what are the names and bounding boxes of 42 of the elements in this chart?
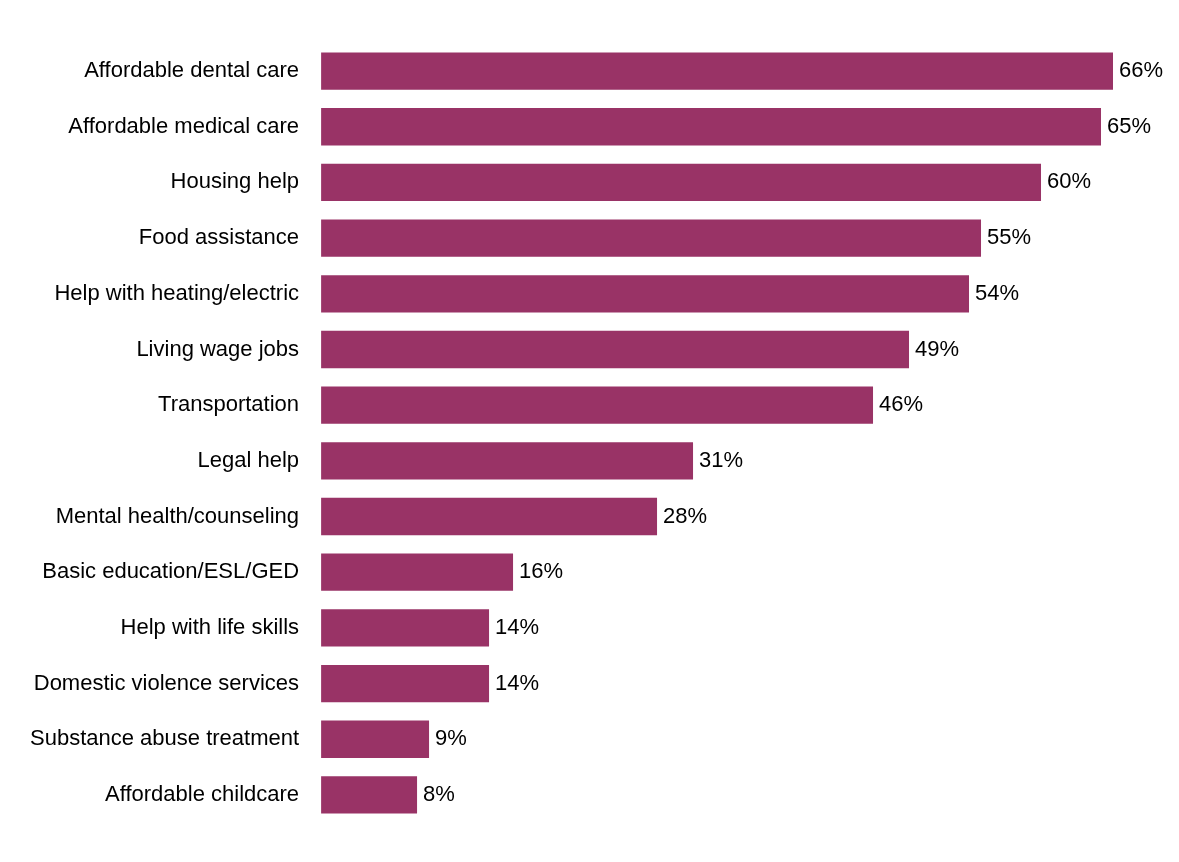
bar: [321, 609, 490, 647]
bar: [321, 664, 490, 703]
bar: [321, 330, 910, 369]
y-tick-label: Basic education/ESL/GED: [42, 558, 300, 584]
y-tick-label: Affordable childcare: [105, 781, 300, 807]
y-tick-label: Affordable dental care: [84, 57, 300, 83]
bar: [321, 163, 1042, 202]
data-label: 14%: [495, 669, 540, 695]
bar: [321, 52, 1113, 90]
data-label: 31%: [699, 446, 744, 472]
data-label: 49%: [915, 335, 960, 361]
y-tick-label: Help with life skills: [120, 613, 300, 639]
bar: [321, 497, 658, 536]
bar: [321, 108, 1101, 146]
y-tick-label: Transportation: [158, 391, 300, 417]
data-label: 16%: [519, 558, 564, 584]
y-tick-label: Help with heating/electric: [54, 279, 300, 305]
bar: [321, 776, 418, 814]
bar: [321, 275, 970, 313]
data-label: 54%: [975, 279, 1020, 305]
y-tick-label: Mental health/counseling: [55, 502, 300, 528]
data-label: 46%: [879, 391, 924, 417]
bar: [321, 553, 514, 591]
y-tick-label: Domestic violence services: [33, 669, 300, 695]
y-tick-label: Living wage jobs: [136, 335, 300, 361]
y-tick-label: Affordable medical care: [68, 112, 300, 138]
data-label: 66%: [1119, 57, 1164, 83]
y-tick-label: Food assistance: [138, 224, 300, 250]
data-label: 9%: [435, 725, 467, 751]
data-label: 8%: [423, 781, 455, 807]
y-tick-label: Legal help: [197, 446, 300, 472]
data-label: 55%: [987, 224, 1032, 250]
bar: [321, 442, 694, 480]
data-label: 60%: [1047, 168, 1092, 194]
bar: [321, 386, 874, 424]
y-tick-label: Housing help: [170, 168, 300, 194]
data-label: 28%: [663, 502, 708, 528]
bar: [321, 219, 982, 257]
data-label: 65%: [1107, 112, 1152, 138]
y-tick-label: Substance abuse treatment: [30, 725, 300, 751]
bar: [321, 720, 430, 758]
data-label: 14%: [495, 613, 540, 639]
